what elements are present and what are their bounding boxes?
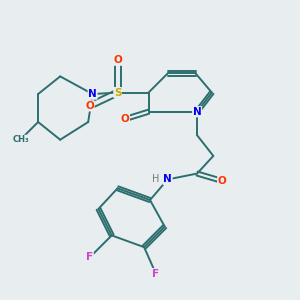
Text: O: O xyxy=(218,176,226,186)
Text: H: H xyxy=(152,174,159,184)
Text: CH₃: CH₃ xyxy=(12,135,29,144)
Text: F: F xyxy=(152,269,160,279)
Text: N: N xyxy=(88,89,97,99)
Text: F: F xyxy=(86,253,93,262)
Text: N: N xyxy=(163,174,172,184)
Text: O: O xyxy=(85,101,94,111)
Text: O: O xyxy=(113,55,122,65)
Text: S: S xyxy=(114,88,122,98)
Text: N: N xyxy=(193,107,202,117)
Text: O: O xyxy=(121,114,129,124)
